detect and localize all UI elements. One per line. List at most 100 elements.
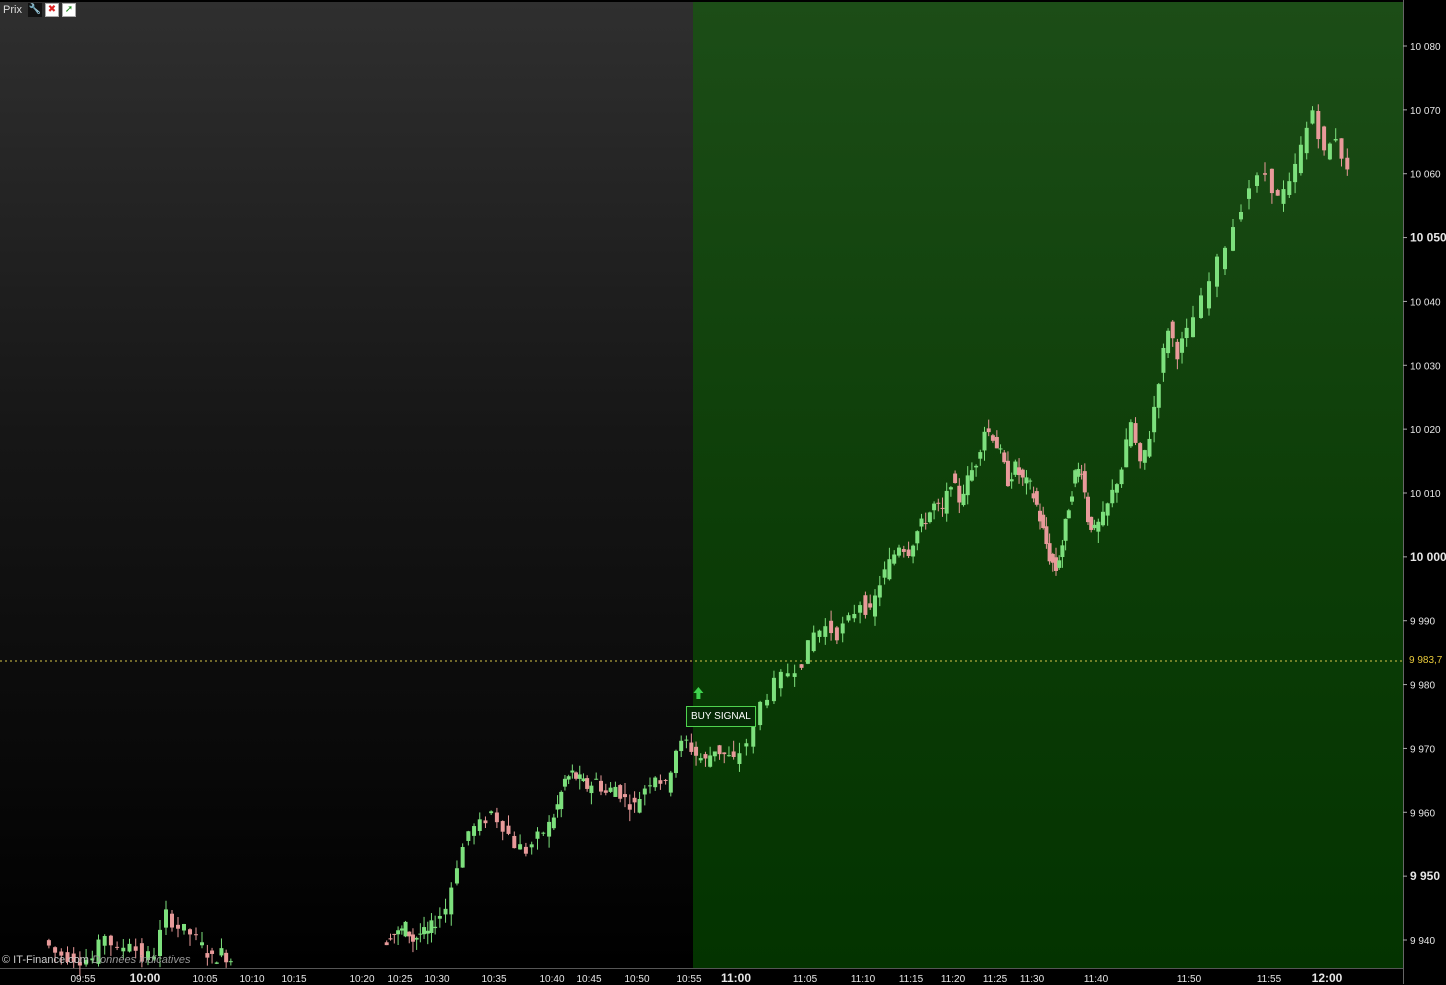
candle-body (1310, 110, 1315, 124)
candle-body (1092, 524, 1097, 529)
candle-body (1316, 111, 1321, 140)
candle-body (689, 742, 694, 752)
candle-body (1128, 422, 1133, 447)
candle-body (994, 436, 999, 449)
candle-body (84, 959, 89, 965)
candle-body (460, 847, 465, 868)
candle-body (785, 673, 790, 677)
candle-body (176, 924, 180, 929)
candle-body (403, 921, 408, 937)
candle-body (214, 962, 219, 964)
candle-body (998, 448, 1003, 450)
time-tick-label: 10:25 (387, 974, 412, 984)
price-tick-label: 10 080 (1410, 42, 1441, 53)
candle-body (1047, 543, 1052, 562)
candle-body (897, 547, 901, 556)
price-axis[interactable] (1403, 0, 1446, 984)
candle-body (751, 718, 756, 747)
candle-body (1269, 168, 1274, 194)
candle-body (873, 595, 877, 617)
candle-body (1247, 188, 1251, 199)
candle-body (1057, 560, 1062, 568)
time-tick-label: 11:15 (899, 974, 924, 984)
candle-body (765, 699, 770, 706)
candle-body (77, 962, 82, 966)
candle-body (877, 585, 882, 598)
candle-body (392, 933, 397, 935)
time-tick-label: 11:00 (721, 971, 751, 984)
candle-body (1044, 526, 1049, 545)
candle-body (1170, 321, 1175, 339)
candle-body (512, 835, 517, 849)
candle-body (418, 933, 423, 935)
candle-body (961, 493, 966, 506)
candle-body (731, 751, 736, 758)
candles-layer (46, 104, 1350, 977)
candle-body (1207, 281, 1211, 309)
buy-arrow-icon (693, 686, 704, 699)
candle-body (658, 780, 663, 784)
candle-body (1079, 473, 1084, 475)
candle-body (637, 798, 642, 813)
price-tick-label: 10 030 (1410, 361, 1441, 372)
time-axis[interactable] (0, 968, 1403, 985)
candle-body (1322, 126, 1327, 151)
candle-body (71, 953, 76, 963)
price-tick-label: 10 050 (1410, 231, 1446, 245)
time-tick-label: 10:50 (624, 974, 649, 984)
candle-body (1031, 493, 1036, 499)
candle-body (152, 956, 156, 960)
candle-body (708, 755, 713, 767)
candle-body (823, 626, 828, 637)
candle-body (133, 946, 138, 951)
candle-body (817, 630, 822, 637)
candle-body (529, 844, 534, 848)
candle-body (219, 948, 224, 956)
candle-body (892, 554, 897, 564)
candle-body (1024, 477, 1029, 484)
candle-body (653, 777, 658, 788)
candle-body (570, 770, 575, 773)
candle-body (1327, 143, 1332, 160)
candle-body (1034, 491, 1039, 505)
candle-body (986, 428, 991, 433)
candle-body (1076, 468, 1081, 477)
candle-body (1124, 439, 1129, 468)
candle-body (1020, 469, 1025, 478)
candle-body (410, 934, 415, 942)
buy-signal-label[interactable]: BUY SIGNAL (686, 706, 756, 727)
time-tick-label: 11:10 (851, 974, 876, 984)
candle-body (1089, 516, 1094, 530)
candle-body (722, 752, 727, 755)
candle-body (46, 940, 51, 946)
candle-body (694, 746, 699, 756)
candle-body (887, 559, 892, 580)
candle-body (466, 831, 471, 841)
candle-body (433, 926, 438, 929)
candle-body (1070, 496, 1074, 502)
candle-body (1054, 557, 1058, 571)
candle-body (978, 452, 983, 459)
candle-body (1038, 510, 1042, 522)
candle-body (1105, 503, 1110, 516)
candle-body (429, 920, 434, 933)
close-indicator-icon[interactable]: ✖ (44, 3, 59, 17)
price-tick-label: 9 950 (1410, 869, 1440, 883)
candle-body (901, 549, 906, 552)
time-tick-label: 11:50 (1177, 974, 1202, 984)
price-tick-label: 10 060 (1410, 170, 1441, 181)
price-tick-label: 10 070 (1410, 106, 1441, 117)
candle-body (1017, 467, 1022, 476)
time-tick-label: 12:00 (1312, 971, 1343, 984)
candle-body (594, 778, 599, 780)
candle-body (449, 887, 454, 915)
candle-body (1142, 450, 1147, 463)
candle-body (59, 951, 64, 956)
wrench-icon[interactable]: 🔧 (27, 3, 42, 17)
candle-body (627, 804, 632, 810)
candle-body (494, 812, 499, 823)
candle-body (1138, 443, 1143, 462)
candle-body (618, 785, 623, 799)
expand-icon[interactable]: ➚ (61, 3, 76, 17)
